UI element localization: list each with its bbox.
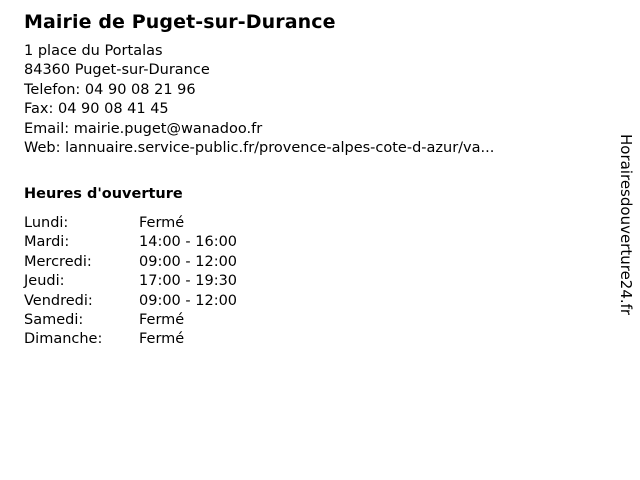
hours-day-value: Fermé [139, 312, 185, 329]
table-row: Vendredi: 09:00 - 12:00 [24, 292, 237, 311]
table-row: Dimanche: Fermé [24, 330, 237, 349]
contact-line-street: 1 place du Portalas [24, 43, 163, 59]
contact-line-website: Web: lannuaire.service-public.fr/provenc… [24, 140, 495, 157]
hours-day-value: 09:00 - 12:00 [139, 292, 238, 309]
hours-day-label: Samedi: [24, 312, 84, 329]
hours-day-label: Mercredi: [24, 253, 92, 270]
opening-hours-table: Lundi: Fermé Mardi: 14:00 - 16:00 Mercre… [24, 214, 237, 350]
opening-hours-heading: Heures d'ouverture [24, 186, 183, 202]
table-row: Lundi: Fermé [24, 214, 237, 233]
contact-line-fax: Fax: 04 90 08 41 45 [24, 101, 169, 118]
contact-line-phone: Telefon: 04 90 08 21 96 [24, 81, 196, 98]
table-row: Mardi: 14:00 - 16:00 [24, 233, 237, 252]
page-title: Mairie de Puget-sur-Durance [24, 11, 336, 33]
contact-line-email: Email: mairie.puget@wanadoo.fr [24, 120, 263, 137]
hours-day-value: Fermé [139, 215, 185, 231]
table-row: Mercredi: 09:00 - 12:00 [24, 253, 237, 272]
table-row: Jeudi: 17:00 - 19:30 [24, 272, 237, 291]
hours-day-value: 17:00 - 19:30 [139, 273, 238, 290]
hours-day-value: 14:00 - 16:00 [139, 234, 238, 251]
hours-day-value: Fermé [139, 331, 185, 348]
site-watermark: Horairesdouverture24.fr [617, 134, 635, 316]
hours-day-value: 09:00 - 12:00 [139, 253, 238, 270]
contact-line-city: 84360 Puget-sur-Durance [24, 62, 210, 79]
contact-info-block: 1 place du Portalas 84360 Puget-sur-Dura… [24, 42, 614, 158]
hours-day-label: Mardi: [24, 234, 70, 251]
hours-day-label: Lundi: [24, 215, 69, 231]
hours-day-label: Dimanche: [24, 331, 103, 348]
hours-day-label: Jeudi: [24, 273, 65, 290]
hours-day-label: Vendredi: [24, 292, 93, 309]
table-row: Samedi: Fermé [24, 311, 237, 330]
